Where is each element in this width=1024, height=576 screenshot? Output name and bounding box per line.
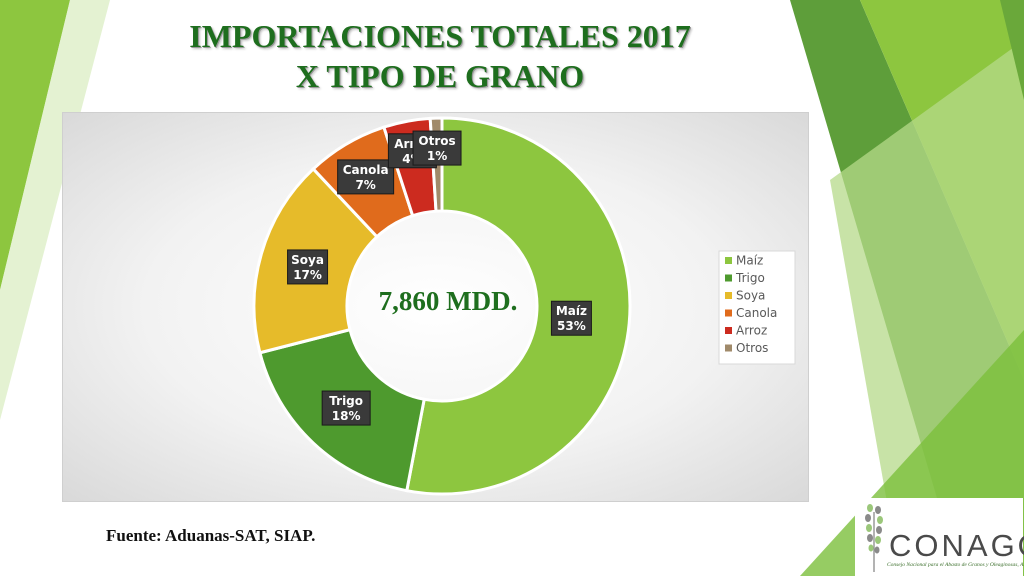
legend-swatch-arroz <box>725 327 732 334</box>
title-line-1: IMPORTACIONES TOTALES 2017 <box>189 18 691 54</box>
conago-logo: CONAGO Consejo Nacional para el Abasto d… <box>855 498 1024 576</box>
legend-label-soya: Soya <box>736 289 765 303</box>
wheat-icon <box>865 504 883 572</box>
left-light-band <box>0 0 110 420</box>
data-label-name: Otros <box>418 134 455 148</box>
legend-label-trigo: Trigo <box>735 271 765 285</box>
title-line-2: X TIPO DE GRANO <box>295 58 585 94</box>
data-label-bg <box>337 159 395 195</box>
legend-swatch-soya <box>725 292 732 299</box>
data-label-value: 17% <box>293 268 322 282</box>
logo-wordmark: CONAGO <box>889 528 1024 563</box>
data-label-value: 7% <box>355 178 375 192</box>
data-label-value: 1% <box>427 149 447 163</box>
legend-swatch-canola <box>725 309 732 317</box>
data-label-name: Trigo <box>329 394 363 408</box>
center-total: 7,860 MDD. <box>379 286 518 316</box>
data-label-name: Canola <box>343 163 389 177</box>
legend-label-canola: Canola <box>736 306 777 320</box>
slice-maiz <box>405 116 632 496</box>
chart-area: 7,860 MDD. Maíz 53% Trigo 18% Soya 17% Canola 7… <box>62 112 809 502</box>
data-label-value: 53% <box>557 319 586 333</box>
source-note: Fuente: Aduanas-SAT, SIAP. <box>106 526 316 545</box>
data-label-bg <box>287 249 329 285</box>
legend-swatch-otros <box>725 344 732 352</box>
legend-label-maiz: Maíz <box>736 254 763 268</box>
legend: Maíz Trigo Soya Canola Arroz Otros <box>718 250 796 365</box>
right-accent-band <box>1000 0 1024 100</box>
legend-label-otros: Otros <box>736 341 768 355</box>
donut-chart: 7,860 MDD. Maíz53%Trigo18%Soya17%Canola7… <box>252 116 796 496</box>
logo-subtitle: Consejo Nacional para el Abasto de Grano… <box>887 562 1024 568</box>
legend-label-arroz: Arroz <box>736 324 767 338</box>
data-label-value: 18% <box>332 409 361 423</box>
legend-swatch-trigo <box>725 274 732 282</box>
data-label-name: Soya <box>291 253 324 267</box>
data-label-name: Maíz <box>556 304 587 318</box>
data-labels-group: Maíz53%Trigo18%Soya17%Canola7%Arroz4%Otr… <box>287 130 592 426</box>
data-label-bg <box>550 300 592 336</box>
legend-swatch-maiz <box>725 257 732 264</box>
data-label-bg <box>412 130 462 166</box>
data-label-bg <box>321 390 371 426</box>
